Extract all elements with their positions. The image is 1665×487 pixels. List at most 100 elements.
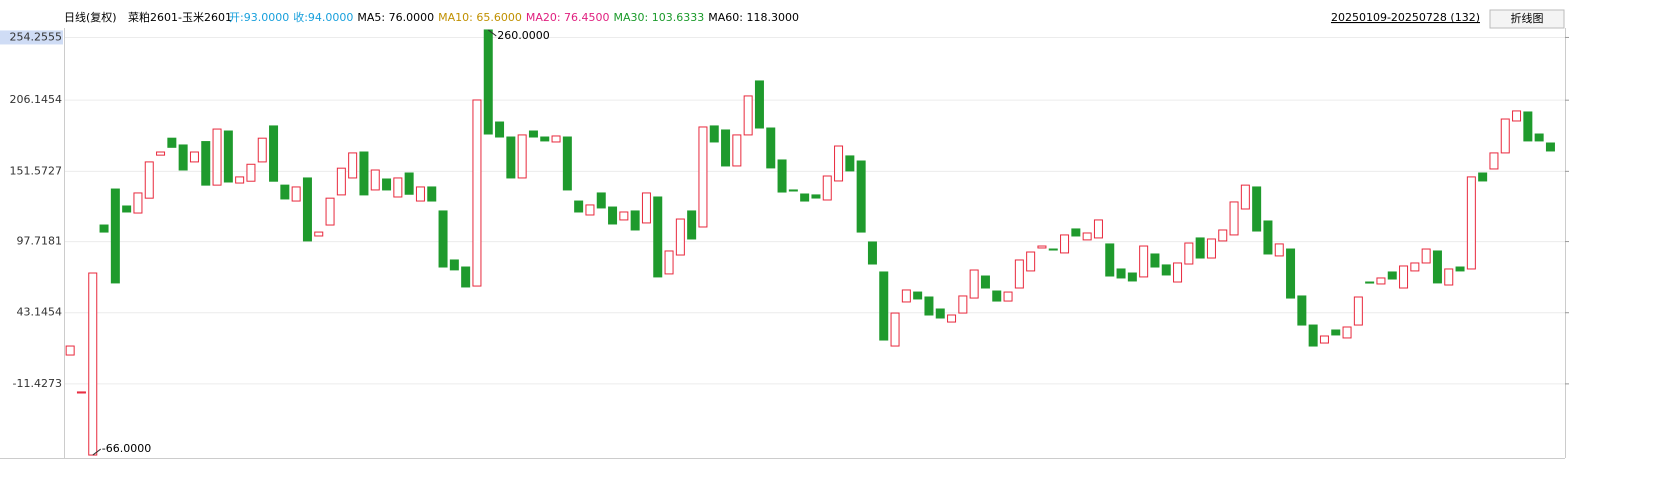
- candle-down: [811, 194, 821, 199]
- candle-up: [257, 137, 267, 163]
- candle-up: [1003, 291, 1013, 302]
- candle-down: [1127, 272, 1137, 282]
- candle-up: [1500, 118, 1510, 154]
- candle-up: [890, 312, 900, 347]
- candle-down: [1478, 172, 1488, 182]
- candle-down: [709, 125, 719, 143]
- candle-up: [65, 345, 75, 356]
- candle-up: [1342, 326, 1352, 339]
- line-chart-button-label[interactable]: 折线图: [1511, 11, 1544, 25]
- candle-down: [427, 186, 437, 202]
- candle-down: [495, 121, 505, 138]
- candle-down: [1308, 324, 1318, 347]
- candle-up: [336, 167, 346, 196]
- line-chart-button[interactable]: [1489, 9, 1565, 29]
- annotation-label: 260.0000: [497, 29, 550, 42]
- candle-down: [1116, 268, 1126, 279]
- candle-up: [1173, 262, 1183, 283]
- y-tick-label: 97.7181: [17, 235, 63, 248]
- candle-down: [167, 137, 177, 148]
- candle-down: [1297, 295, 1307, 326]
- candle-down: [1545, 142, 1555, 152]
- candle-up: [325, 197, 335, 226]
- candle-up: [393, 177, 403, 198]
- candle-down: [913, 291, 923, 300]
- candle-up: [133, 192, 143, 214]
- candle-up: [1026, 251, 1036, 272]
- candle-down: [630, 210, 640, 231]
- candle-down: [1523, 111, 1533, 142]
- chart-title: 日线(复权): [64, 10, 117, 24]
- candle-down: [1263, 220, 1273, 255]
- indicator: 开:93.0000: [229, 11, 289, 24]
- candle-down: [1105, 243, 1115, 277]
- crosshair-label-bg: [0, 30, 63, 45]
- indicator: MA5: 76.0000: [357, 11, 434, 24]
- candle-down: [528, 130, 538, 138]
- candle-down: [404, 172, 414, 195]
- candle-down: [608, 206, 618, 225]
- candle-up: [958, 295, 968, 314]
- indicator: MA10: 65.6000: [438, 11, 522, 24]
- candle-up: [1229, 201, 1239, 236]
- candle-up: [314, 231, 324, 237]
- candle-up: [743, 95, 753, 136]
- candle-up: [1240, 184, 1250, 210]
- candle-down: [122, 205, 132, 213]
- candle-down: [924, 296, 934, 316]
- indicator: MA20: 76.4500: [526, 11, 610, 24]
- candle-up: [1399, 265, 1409, 289]
- annotation-pointer: [487, 29, 497, 37]
- candle-down: [483, 29, 493, 135]
- candle-down: [1252, 186, 1262, 232]
- candle-up: [1353, 296, 1363, 326]
- candle-up: [732, 134, 742, 167]
- candle-up: [1274, 243, 1284, 257]
- candle-down: [178, 144, 188, 171]
- candle-up: [551, 135, 561, 143]
- candle-up: [1376, 277, 1386, 285]
- candle-up: [1218, 229, 1228, 242]
- candle-up: [585, 204, 595, 216]
- candle-down: [574, 200, 584, 213]
- candle-up: [1184, 242, 1194, 265]
- indicator: 收:94.0000: [293, 10, 353, 24]
- candle-up: [1060, 234, 1070, 254]
- candle-down: [110, 188, 120, 284]
- candle-up: [901, 289, 911, 303]
- candle-down: [382, 178, 392, 191]
- candle-up: [517, 134, 527, 179]
- candle-up: [189, 151, 199, 163]
- candle-up: [1319, 335, 1329, 344]
- candle-down: [99, 224, 109, 233]
- candle-down: [1071, 228, 1081, 237]
- candle-down: [1150, 253, 1160, 268]
- candle-up: [212, 128, 222, 186]
- candle-up: [156, 151, 166, 156]
- candle-up: [76, 391, 86, 394]
- candle-down: [449, 259, 459, 271]
- candle-up: [144, 161, 154, 199]
- candle-down: [1534, 133, 1544, 142]
- y-tick-label: 206.1454: [10, 93, 63, 106]
- candle-up: [1512, 110, 1522, 122]
- candle-up: [947, 314, 957, 323]
- candle-down: [1387, 271, 1397, 280]
- candle-down: [540, 136, 550, 142]
- candle-down: [438, 210, 448, 268]
- candle-up: [235, 176, 245, 184]
- y-tick-label: 151.5727: [10, 164, 63, 177]
- candle-up: [1466, 176, 1476, 270]
- candle-up: [1489, 152, 1499, 170]
- candle-up: [1139, 245, 1149, 278]
- date-range: 20250109-20250728 (132): [1331, 11, 1480, 24]
- candle-down: [992, 290, 1002, 302]
- candle-down: [359, 151, 369, 196]
- candle-down: [506, 136, 516, 179]
- candle-up: [822, 175, 832, 201]
- candle-down: [1432, 250, 1442, 284]
- candle-down: [1048, 248, 1058, 251]
- candle-down: [201, 141, 211, 186]
- candle-down: [867, 241, 877, 265]
